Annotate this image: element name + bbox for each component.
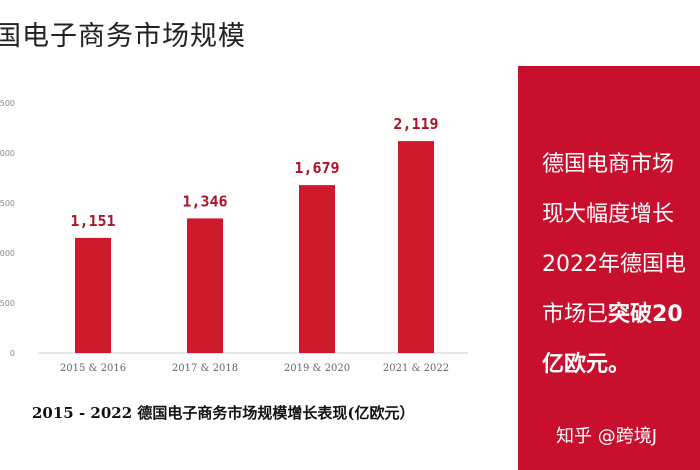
y-tick-label: 2000 — [0, 149, 15, 158]
bar — [398, 141, 434, 353]
panel-bold-text: 突破20 — [608, 302, 683, 327]
y-tick-label: 0 — [10, 349, 15, 358]
chart-caption: 2015 - 2022 德国电子商务市场规模增长表现(亿欧元） — [32, 404, 415, 422]
y-tick-label: 1500 — [0, 199, 15, 208]
panel-line: 亿欧元。 — [542, 352, 631, 377]
x-tick-label: 2021 & 2022 — [383, 363, 449, 374]
panel-line: 2022年德国电 — [542, 252, 686, 277]
panel-line-text: 市场已 — [542, 302, 609, 327]
bar — [187, 218, 223, 353]
x-tick-label: 2015 & 2016 — [60, 363, 126, 374]
bar — [75, 237, 111, 353]
bar-value-label: 1,151 — [70, 212, 115, 230]
bar-value-label: 1,679 — [294, 159, 339, 177]
bar — [299, 185, 335, 353]
bar-value-label: 1,346 — [182, 192, 227, 210]
panel-line: 现大幅度增长 — [542, 202, 675, 227]
zhihu-watermark: 知乎 @跨境J — [556, 426, 658, 447]
panel-line: 市场已突破20 — [542, 290, 700, 340]
x-tick-label: 2017 & 2018 — [172, 363, 238, 374]
page-title: 国电子商务市场规模 — [0, 21, 246, 52]
y-tick-label: 500 — [0, 299, 15, 308]
panel-text: 德国电商市场 现大幅度增长 2022年德国电 市场已突破20 亿欧元。 — [542, 140, 700, 390]
side-panel: 德国电商市场 现大幅度增长 2022年德国电 市场已突破20 亿欧元。 知乎 @… — [518, 66, 700, 470]
x-tick-label: 2019 & 2020 — [284, 363, 350, 374]
y-tick-label: 1000 — [0, 249, 15, 258]
y-tick-label: 2500 — [0, 99, 15, 108]
bar-chart: 0 500 1000 1500 2000 2500 1,151 1,346 1,679 2,11… — [0, 99, 468, 374]
panel-line: 德国电商市场 — [542, 152, 675, 177]
bar-value-label: 2,119 — [393, 115, 438, 133]
